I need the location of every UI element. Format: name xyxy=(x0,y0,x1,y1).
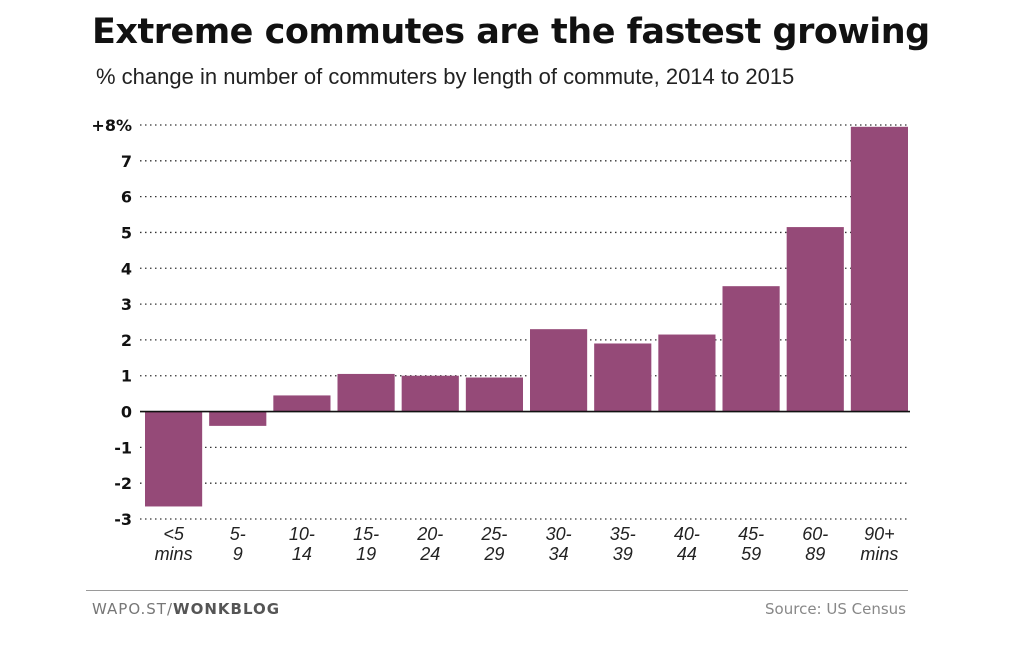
axis-labels: +8% 7 6 5 4 3 2 1 0 -1 -2 -3 <5 mins 5-9 10-14 15-19 20-2… xyxy=(91,116,898,564)
x-tick-label: 45-59 xyxy=(738,524,764,564)
y-tick-label: 2 xyxy=(121,331,132,350)
gridlines xyxy=(140,124,910,520)
y-tick-label: -2 xyxy=(114,474,132,493)
bar xyxy=(209,411,267,426)
y-tick-label: +8% xyxy=(91,116,132,135)
source-note: Source: US Census xyxy=(765,600,906,618)
bar xyxy=(530,329,588,412)
chart-subtitle: % change in number of commuters by lengt… xyxy=(96,64,795,89)
x-tick-label: 20-24 xyxy=(416,524,443,564)
y-tick-label: -3 xyxy=(114,510,132,529)
bar xyxy=(465,377,523,412)
y-tick-label: -1 xyxy=(114,438,132,457)
credit-brand: WONKBLOG xyxy=(173,600,281,618)
bar xyxy=(337,373,395,412)
x-tick-label: 10-14 xyxy=(289,524,315,564)
bar xyxy=(658,334,716,412)
x-tick-label: 40-44 xyxy=(674,524,700,564)
x-tick-label: 5-9 xyxy=(230,524,246,564)
y-tick-label: 1 xyxy=(121,367,132,386)
bar xyxy=(145,411,203,507)
y-tick-label: 3 xyxy=(121,295,132,314)
footer-credit: WAPO.ST/WONKBLOG xyxy=(92,600,280,618)
y-tick-label: 5 xyxy=(121,223,132,242)
bar xyxy=(722,286,780,412)
y-tick-label: 0 xyxy=(121,403,132,422)
x-tick-label: <5 mins xyxy=(155,524,193,564)
bar xyxy=(594,343,652,412)
bar-chart: +8% 7 6 5 4 3 2 1 0 -1 -2 -3 <5 mins 5-9 10-14 15-19 20-2… xyxy=(91,116,910,564)
bar xyxy=(850,126,908,412)
x-tick-label: 90+ mins xyxy=(860,524,898,564)
bar xyxy=(273,395,331,412)
x-tick-label: 35-39 xyxy=(610,524,636,564)
bar xyxy=(786,227,844,412)
bar xyxy=(401,375,459,412)
y-tick-label: 4 xyxy=(121,259,132,278)
footer-divider xyxy=(86,590,908,591)
chart-title: Extreme commutes are the fastest growing xyxy=(92,12,930,52)
credit-prefix: WAPO.ST/ xyxy=(92,600,174,618)
bars xyxy=(145,126,908,507)
x-tick-label: 60-89 xyxy=(802,524,828,564)
x-tick-label: 15-19 xyxy=(353,524,379,564)
y-tick-label: 7 xyxy=(121,152,132,171)
y-tick-label: 6 xyxy=(121,188,132,207)
x-tick-label: 25-29 xyxy=(480,524,507,564)
x-tick-label: 30-34 xyxy=(546,524,572,564)
